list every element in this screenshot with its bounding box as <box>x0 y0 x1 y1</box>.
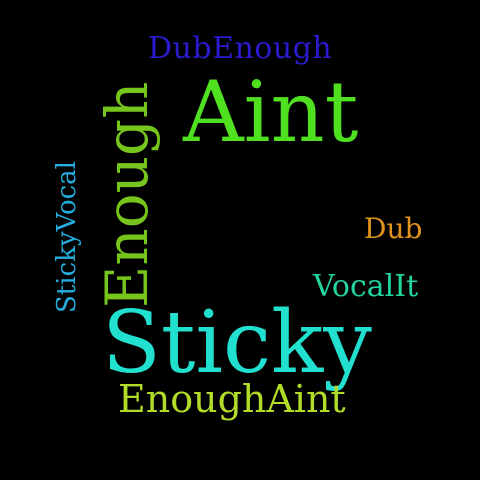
word-enough: Enough <box>93 81 161 308</box>
word-dub: Dub <box>364 212 423 245</box>
word-sticky: Sticky <box>102 293 372 393</box>
word-enoughaint: EnoughAint <box>118 377 346 421</box>
word-stickyvocal: StickyVocal <box>52 160 82 313</box>
word-dubenough: DubEnough <box>148 31 333 66</box>
word-aint: Aint <box>183 63 359 161</box>
word-vocalit: VocalIt <box>313 269 419 304</box>
